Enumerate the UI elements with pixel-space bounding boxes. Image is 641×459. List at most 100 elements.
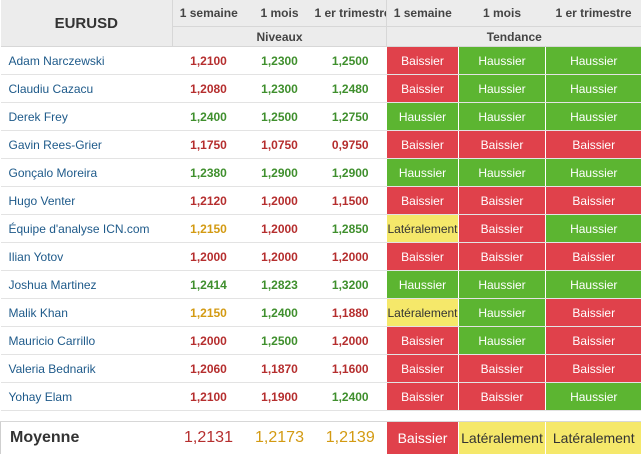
- average-level-1-week: 1,2131: [172, 421, 245, 454]
- table-row: Équipe d'analyse ICN.com 1,2150 1,2000 1,28…: [0, 214, 641, 243]
- level-1-quarter: 1,2850: [314, 214, 387, 243]
- level-1-month: 1,2400: [244, 298, 315, 327]
- trend-1-week: Baissier: [386, 354, 459, 383]
- trend-1-month: Baissier: [458, 354, 546, 383]
- table-row: Joshua Martinez 1,2414 1,2823 1,3200 Haussie…: [0, 270, 641, 299]
- level-1-week: 1,2000: [172, 242, 245, 271]
- level-1-week: 1,2060: [172, 354, 245, 383]
- trend-1-month: Baissier: [458, 214, 546, 243]
- analyst-name[interactable]: Adam Narczewski: [0, 46, 173, 75]
- trend-1-month: Haussier: [458, 326, 546, 355]
- trend-1-quarter: Haussier: [545, 382, 641, 411]
- level-1-week: 1,2080: [172, 74, 245, 103]
- level-1-quarter: 1,1500: [314, 186, 387, 215]
- header-group-niveaux: Niveaux: [172, 26, 387, 47]
- table-row: Ilian Yotov 1,2000 1,2000 1,2000 Baissier Bai…: [0, 242, 641, 271]
- table-row: Valeria Bednarik 1,2060 1,1870 1,1600 Baissi…: [0, 354, 641, 383]
- analyst-name[interactable]: Gonçalo Moreira: [0, 158, 173, 187]
- trend-1-week: Haussier: [386, 102, 459, 131]
- level-1-quarter: 1,1600: [314, 354, 387, 383]
- average-level-1-quarter: 1,2139: [314, 421, 387, 454]
- level-1-month: 1,2500: [244, 326, 315, 355]
- trend-1-week: Latéralement: [386, 298, 459, 327]
- level-1-month: 1,0750: [244, 130, 315, 159]
- level-1-week: 1,2414: [172, 270, 245, 299]
- level-1-quarter: 0,9750: [314, 130, 387, 159]
- analyst-name[interactable]: Yohay Elam: [0, 382, 173, 411]
- level-1-month: 1,2300: [244, 46, 315, 75]
- analyst-name[interactable]: Derek Frey: [0, 102, 173, 131]
- level-1-month: 1,2900: [244, 158, 315, 187]
- header-group-tendance: Tendance: [386, 26, 641, 47]
- header-trend-1-week: 1 semaine: [386, 0, 459, 27]
- level-1-quarter: 1,2900: [314, 158, 387, 187]
- header-trend-1-month: 1 mois: [458, 0, 546, 27]
- table-row: Gonçalo Moreira 1,2380 1,2900 1,2900 Haussie…: [0, 158, 641, 187]
- average-row: Moyenne 1,2131 1,2173 1,2139 Baissier La…: [0, 421, 641, 454]
- level-1-quarter: 1,3200: [314, 270, 387, 299]
- forecast-rows: Adam Narczewski 1,2100 1,2300 1,2500 Baissie…: [0, 46, 641, 411]
- analyst-name[interactable]: Joshua Martinez: [0, 270, 173, 299]
- trend-1-week: Baissier: [386, 242, 459, 271]
- trend-1-week: Baissier: [386, 186, 459, 215]
- header-level-1-month: 1 mois: [244, 0, 315, 27]
- level-1-month: 1,2000: [244, 242, 315, 271]
- level-1-month: 1,2300: [244, 74, 315, 103]
- level-1-month: 1,1870: [244, 354, 315, 383]
- level-1-month: 1,1900: [244, 382, 315, 411]
- header-level-1-quarter: 1 er trimestre: [314, 0, 387, 27]
- average-trend-1-quarter: Latéralement: [545, 421, 641, 454]
- level-1-quarter: 1,1880: [314, 298, 387, 327]
- trend-1-week: Haussier: [386, 270, 459, 299]
- trend-1-month: Haussier: [458, 158, 546, 187]
- level-1-week: 1,1750: [172, 130, 245, 159]
- level-1-month: 1,2000: [244, 214, 315, 243]
- level-1-week: 1,2120: [172, 186, 245, 215]
- level-1-week: 1,2100: [172, 382, 245, 411]
- table-row: Gavin Rees-Grier 1,1750 1,0750 0,9750 Baissi…: [0, 130, 641, 159]
- trend-1-quarter: Baissier: [545, 242, 641, 271]
- currency-pair-title: EURUSD: [0, 0, 173, 47]
- trend-1-month: Haussier: [458, 270, 546, 299]
- average-trend-1-month: Latéralement: [458, 421, 546, 454]
- header-row-groups: Niveaux Tendance: [1, 26, 641, 47]
- header-row-periods: EURUSD 1 semaine 1 mois 1 er trimestre 1…: [0, 0, 641, 47]
- analyst-name[interactable]: Claudiu Cazacu: [0, 74, 173, 103]
- trend-1-quarter: Haussier: [545, 46, 641, 75]
- header-level-1-week: 1 semaine: [172, 0, 245, 27]
- trend-1-week: Baissier: [386, 130, 459, 159]
- analyst-name[interactable]: Mauricio Carrillo: [0, 326, 173, 355]
- analyst-name[interactable]: Gavin Rees-Grier: [0, 130, 173, 159]
- trend-1-week: Baissier: [386, 326, 459, 355]
- trend-1-month: Baissier: [458, 130, 546, 159]
- trend-1-quarter: Baissier: [545, 298, 641, 327]
- analyst-name[interactable]: Malik Khan: [0, 298, 173, 327]
- table-row: Claudiu Cazacu 1,2080 1,2300 1,2480 Baissier…: [0, 74, 641, 103]
- level-1-quarter: 1,2000: [314, 242, 387, 271]
- level-1-month: 1,2823: [244, 270, 315, 299]
- level-1-week: 1,2380: [172, 158, 245, 187]
- table-row: Malik Khan 1,2150 1,2400 1,1880 Latéralement…: [0, 298, 641, 327]
- trend-1-month: Baissier: [458, 186, 546, 215]
- level-1-week: 1,2000: [172, 326, 245, 355]
- level-1-quarter: 1,2750: [314, 102, 387, 131]
- trend-1-week: Baissier: [386, 46, 459, 75]
- level-1-quarter: 1,2400: [314, 382, 387, 411]
- trend-1-month: Baissier: [458, 382, 546, 411]
- average-label: Moyenne: [0, 421, 173, 454]
- trend-1-month: Baissier: [458, 242, 546, 271]
- analyst-name[interactable]: Équipe d'analyse ICN.com: [0, 214, 173, 243]
- analyst-name[interactable]: Valeria Bednarik: [0, 354, 173, 383]
- trend-1-quarter: Baissier: [545, 186, 641, 215]
- trend-1-week: Haussier: [386, 158, 459, 187]
- level-1-week: 1,2400: [172, 102, 245, 131]
- analyst-name[interactable]: Hugo Venter: [0, 186, 173, 215]
- table-row: Yohay Elam 1,2100 1,1900 1,2400 Baissier Bais…: [0, 382, 641, 411]
- analyst-name[interactable]: Ilian Yotov: [0, 242, 173, 271]
- trend-1-quarter: Baissier: [545, 130, 641, 159]
- average-level-1-month: 1,2173: [244, 421, 315, 454]
- trend-1-quarter: Haussier: [545, 74, 641, 103]
- table-row: Adam Narczewski 1,2100 1,2300 1,2500 Baissie…: [0, 46, 641, 75]
